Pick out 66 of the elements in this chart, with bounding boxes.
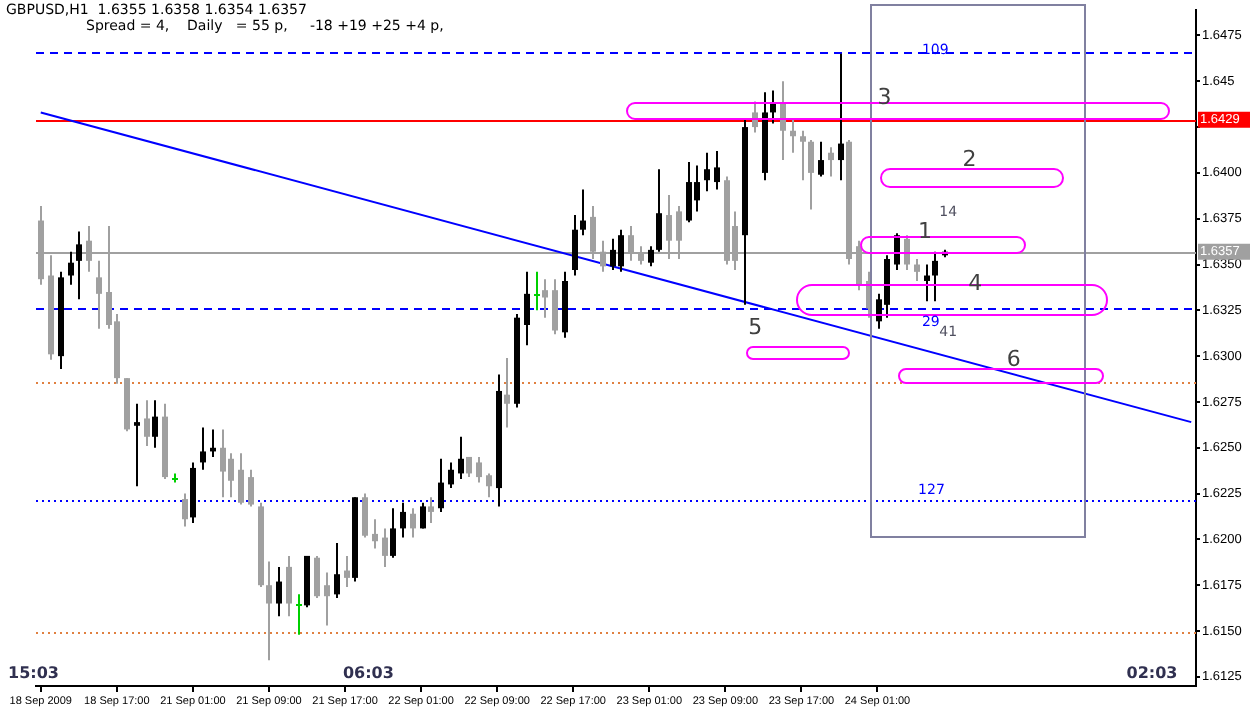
candlestick <box>504 356 510 429</box>
candlestick <box>362 492 368 539</box>
candlestick <box>580 188 586 237</box>
candlestick <box>800 129 806 182</box>
candlestick <box>448 461 454 490</box>
candlestick <box>552 278 558 336</box>
candlestick <box>410 507 416 539</box>
candlestick <box>780 80 786 162</box>
candlestick <box>295 593 303 636</box>
candlestick <box>96 259 102 330</box>
candlestick <box>648 245 654 268</box>
candlestick <box>808 138 814 211</box>
annotation: 2 <box>962 146 977 172</box>
candlestick <box>344 554 350 589</box>
candlestick <box>656 168 662 253</box>
candlestick <box>914 258 920 283</box>
candlestick <box>524 270 530 347</box>
annotation: 02:03 <box>1126 664 1178 682</box>
candlestick <box>790 118 796 154</box>
candlestick <box>182 492 188 528</box>
candlestick <box>286 554 292 618</box>
candlestick <box>828 146 834 178</box>
candlestick <box>314 554 320 600</box>
candlestick <box>818 140 824 178</box>
candlestick <box>382 527 388 568</box>
candlestick <box>390 507 396 559</box>
candlestick <box>76 230 82 301</box>
candlestick <box>458 435 464 480</box>
candlestick <box>486 472 492 499</box>
candlestick <box>144 399 150 447</box>
candlestick <box>714 149 720 191</box>
candlestick <box>924 263 930 303</box>
candlestick <box>686 160 692 224</box>
candlestick <box>932 250 938 303</box>
candlestick <box>618 228 624 273</box>
candlestick <box>276 565 282 618</box>
candlestick <box>694 164 700 213</box>
candlestick <box>334 542 340 600</box>
candlestick <box>438 457 444 513</box>
candlestick <box>266 560 272 662</box>
candlestick <box>152 399 158 449</box>
candlestick <box>420 501 426 530</box>
candlestick <box>704 151 710 193</box>
candlestick <box>400 501 406 539</box>
annotation: 15:03 <box>8 664 59 682</box>
annotation: 5 <box>748 314 763 340</box>
annotation: 6 <box>1006 345 1021 372</box>
candlestick <box>134 402 140 488</box>
candlestick <box>572 214 578 277</box>
candlestick <box>428 496 434 524</box>
candlestick <box>220 428 226 499</box>
annotation: 06:03 <box>342 664 394 682</box>
candlestick <box>610 237 616 272</box>
candlestick <box>238 452 244 506</box>
candlestick <box>324 571 330 627</box>
candlestick <box>542 278 548 319</box>
candlestick <box>476 455 482 484</box>
candlestick <box>904 234 910 272</box>
candlestick <box>533 270 541 312</box>
candlestick <box>248 468 254 508</box>
candlestick <box>838 52 844 182</box>
candlestick <box>200 426 206 471</box>
candlestick <box>68 250 74 286</box>
candlestick <box>372 518 378 550</box>
candlestick <box>228 452 234 499</box>
candlestick <box>884 254 890 319</box>
